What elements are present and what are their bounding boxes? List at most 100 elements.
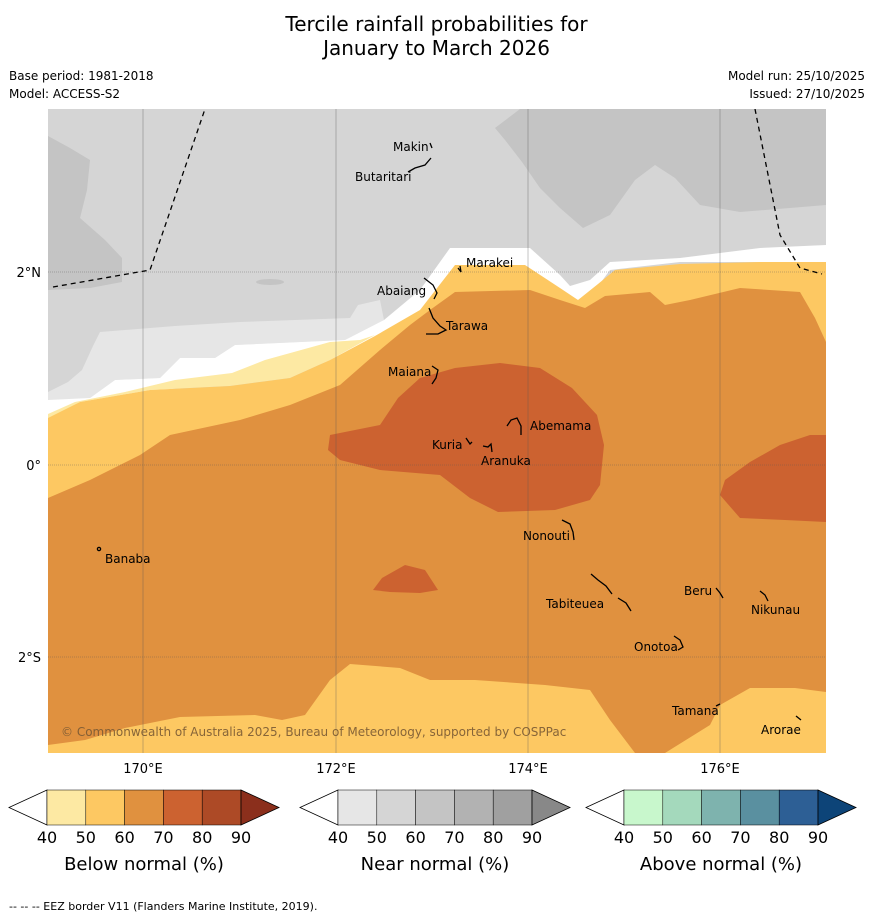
model-run: Model run: 25/10/2025 — [727, 69, 865, 83]
place-label: Tabiteuea — [545, 597, 604, 611]
base-period: Base period: 1981-2018 — [9, 69, 154, 83]
colorbar-segment — [454, 789, 494, 826]
place-label: Tarawa — [445, 319, 488, 333]
colorbar-tick: 90 — [522, 828, 542, 847]
place-label: Marakei — [466, 256, 513, 270]
title-line-1: Tercile rainfall probabilities for — [285, 12, 588, 36]
lon-label: 172°E — [316, 762, 356, 777]
place-label: Kuria — [432, 438, 463, 452]
makin-outline — [429, 142, 433, 149]
model-name: Model: ACCESS-S2 — [9, 87, 121, 101]
place-label: Nikunau — [751, 603, 800, 617]
colorbar-segment — [376, 789, 416, 826]
colorbar-tick: 90 — [808, 828, 828, 847]
colorbar-segment — [701, 789, 741, 826]
colorbar-tick: 80 — [769, 828, 789, 847]
below-normal-70-region-centre — [328, 363, 604, 512]
kuria-outline — [465, 437, 473, 446]
banaba-outline — [96, 546, 102, 552]
colorbar-tick: 50 — [653, 828, 673, 847]
colorbar-tick: 60 — [405, 828, 425, 847]
tabiteuea-outline — [590, 573, 632, 612]
colorbar-segment — [124, 789, 164, 826]
below-normal-70-region-east — [720, 435, 826, 522]
colorbar-label: Below normal (%) — [64, 854, 224, 875]
colorbar-segment — [740, 789, 780, 826]
near-normal-40-region — [48, 300, 384, 410]
colorbar: 40 50 60 70 80 90 Above normal (%) — [585, 789, 857, 875]
below-normal-40-region — [48, 335, 375, 420]
colorbar-tick: 70 — [153, 828, 173, 847]
copyright-text: © Commonwealth of Australia 2025, Bureau… — [61, 725, 566, 739]
colorbar-tick: 40 — [37, 828, 57, 847]
colorbar-tick: 50 — [367, 828, 387, 847]
colorbar-min-arrow — [8, 789, 48, 826]
colorbar-segment — [623, 789, 664, 826]
place-label: Arorae — [761, 723, 801, 737]
colorbar-segment — [778, 789, 819, 826]
place-label: Abemama — [530, 419, 591, 433]
place-label: Abaiang — [377, 284, 426, 298]
place-label: Onotoa — [634, 640, 678, 654]
meta-right: Model run: 25/10/2025 Issued: 27/10/2025 — [728, 67, 865, 103]
colorbar-tick: 70 — [444, 828, 464, 847]
colorbar-tick: 60 — [114, 828, 134, 847]
aranuka-outline — [482, 442, 493, 453]
place-label: Maiana — [388, 365, 431, 379]
colorbar-min-arrow — [585, 789, 625, 826]
lon-label: 170°E — [123, 762, 163, 777]
eez-border-east — [754, 109, 823, 275]
colorbars: 40 50 60 70 80 90 Below normal (%) 40 50 60 70 80 90… — [8, 789, 857, 875]
place-label: Nonouti — [523, 529, 570, 543]
nikunau-outline — [759, 590, 769, 602]
lon-label: 176°E — [700, 762, 740, 777]
place-label: Aranuka — [481, 454, 531, 468]
colorbar-min-arrow — [299, 789, 339, 826]
near-normal-60-blob — [256, 279, 284, 285]
eez-border-west — [52, 109, 206, 288]
place-label: Butaritari — [355, 170, 412, 184]
lat-label: 2°N — [17, 266, 42, 281]
colorbar-segment — [662, 789, 702, 826]
colorbar-tick: 80 — [192, 828, 212, 847]
map-panel: Makin Butaritari Marakei Abaiang Tarawa … — [48, 109, 826, 753]
colorbar-segment — [46, 789, 87, 826]
lat-label: 0° — [26, 459, 41, 474]
tarawa-outline — [426, 307, 448, 335]
chart-title: Tercile rainfall probabilities for Janua… — [0, 12, 873, 60]
colorbar-tick: 70 — [730, 828, 750, 847]
place-label: Makin — [393, 140, 429, 154]
colorbar-tick: 40 — [328, 828, 348, 847]
colorbar-max-arrow — [531, 789, 571, 826]
place-labels: Makin Butaritari Marakei Abaiang Tarawa … — [105, 140, 801, 737]
colorbar-tick: 40 — [614, 828, 634, 847]
nonouti-outline — [561, 519, 575, 541]
butaritari-outline — [407, 157, 432, 173]
near-normal-60-region-ne — [495, 109, 826, 228]
eez-footnote: -- -- -- EEZ border V11 (Flanders Marine… — [9, 900, 318, 913]
colorbar-segment — [201, 789, 242, 826]
colorbar: 40 50 60 70 80 90 Below normal (%) — [8, 789, 280, 875]
colorbar-segment — [492, 789, 533, 826]
island-outlines — [96, 142, 802, 721]
lat-label: 2°S — [18, 651, 41, 666]
title-line-2: January to March 2026 — [323, 36, 550, 60]
place-label: Banaba — [105, 552, 151, 566]
beru-outline — [715, 587, 724, 599]
colorbar-max-arrow — [817, 789, 857, 826]
tamana-outline — [715, 703, 721, 707]
marakei-outline — [457, 265, 462, 273]
arorae-outline — [795, 715, 802, 721]
place-label: Tamana — [671, 704, 719, 718]
colorbar-max-arrow — [240, 789, 280, 826]
meta-left: Base period: 1981-2018 Model: ACCESS-S2 — [9, 67, 154, 103]
colorbar-segment — [163, 789, 203, 826]
axis-labels: 170°E 172°E 174°E 176°E 2°N 0° 2°S — [17, 266, 740, 777]
colorbar-tick: 80 — [483, 828, 503, 847]
colorbar-segment — [415, 789, 455, 826]
lon-label: 174°E — [508, 762, 548, 777]
grid — [48, 109, 826, 753]
colorbar-segment — [85, 789, 125, 826]
colorbar-tick: 60 — [691, 828, 711, 847]
colorbar-label: Above normal (%) — [640, 854, 802, 875]
